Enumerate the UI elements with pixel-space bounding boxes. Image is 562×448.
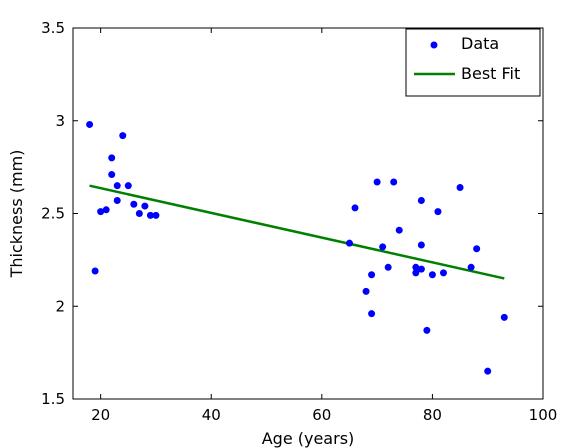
data-point [395,226,403,234]
data-point [113,197,121,205]
x-tick-label: 60 [312,406,331,424]
legend-fit-label: Best Fit [461,64,520,83]
y-tick-label: 3.5 [41,19,65,37]
data-point [417,197,425,205]
ticks-layer: 20 40 60 80 100 1.5 2 2.5 3 3.5 [41,19,557,424]
data-point [473,245,481,253]
data-point [124,182,132,190]
data-point [417,265,425,273]
data-point [373,178,381,186]
data-point [91,267,99,275]
data-point [379,243,387,251]
data-point [368,310,376,318]
x-tick-label: 40 [202,406,221,424]
data-point [86,120,94,128]
data-point [412,263,420,271]
data-point [146,211,154,219]
y-tick-label: 1.5 [41,390,65,408]
data-points-layer [86,120,508,375]
data-point [152,211,160,219]
y-tick-label: 2.5 [41,205,65,223]
legend-box [405,28,541,97]
data-point [390,178,398,186]
x-axis-label: Age (years) [262,429,355,448]
data-point [345,239,353,247]
x-tick-label: 100 [529,406,558,424]
y-axis-label: Thickness (mm) [7,150,26,279]
data-point [135,210,143,217]
data-point [467,263,475,271]
fit-line-layer [89,184,505,280]
data-point [351,204,359,212]
data-point [439,269,447,277]
data-point [484,367,492,375]
data-point [417,241,425,249]
legend-data-label: Data [461,34,499,53]
data-point [434,208,442,216]
data-point [500,313,508,321]
data-point [113,182,121,190]
data-point [423,326,431,334]
data-point [108,171,116,179]
legend: Data Best Fit [405,28,541,97]
legend-data-marker [430,41,438,49]
x-tick-label: 80 [423,406,442,424]
data-point [362,287,370,295]
x-tick-label: 20 [91,406,110,424]
data-point [141,202,149,210]
y-tick-label: 2 [55,297,65,315]
data-point [384,263,392,271]
best-fit-line [89,184,505,280]
data-point [108,154,116,162]
data-point [456,184,464,192]
data-point [130,200,138,208]
data-point [368,271,376,279]
data-point [102,206,110,214]
data-point [119,132,127,140]
data-point [412,269,420,277]
y-tick-label: 3 [55,112,65,130]
data-point [97,208,105,216]
data-point [428,271,436,279]
